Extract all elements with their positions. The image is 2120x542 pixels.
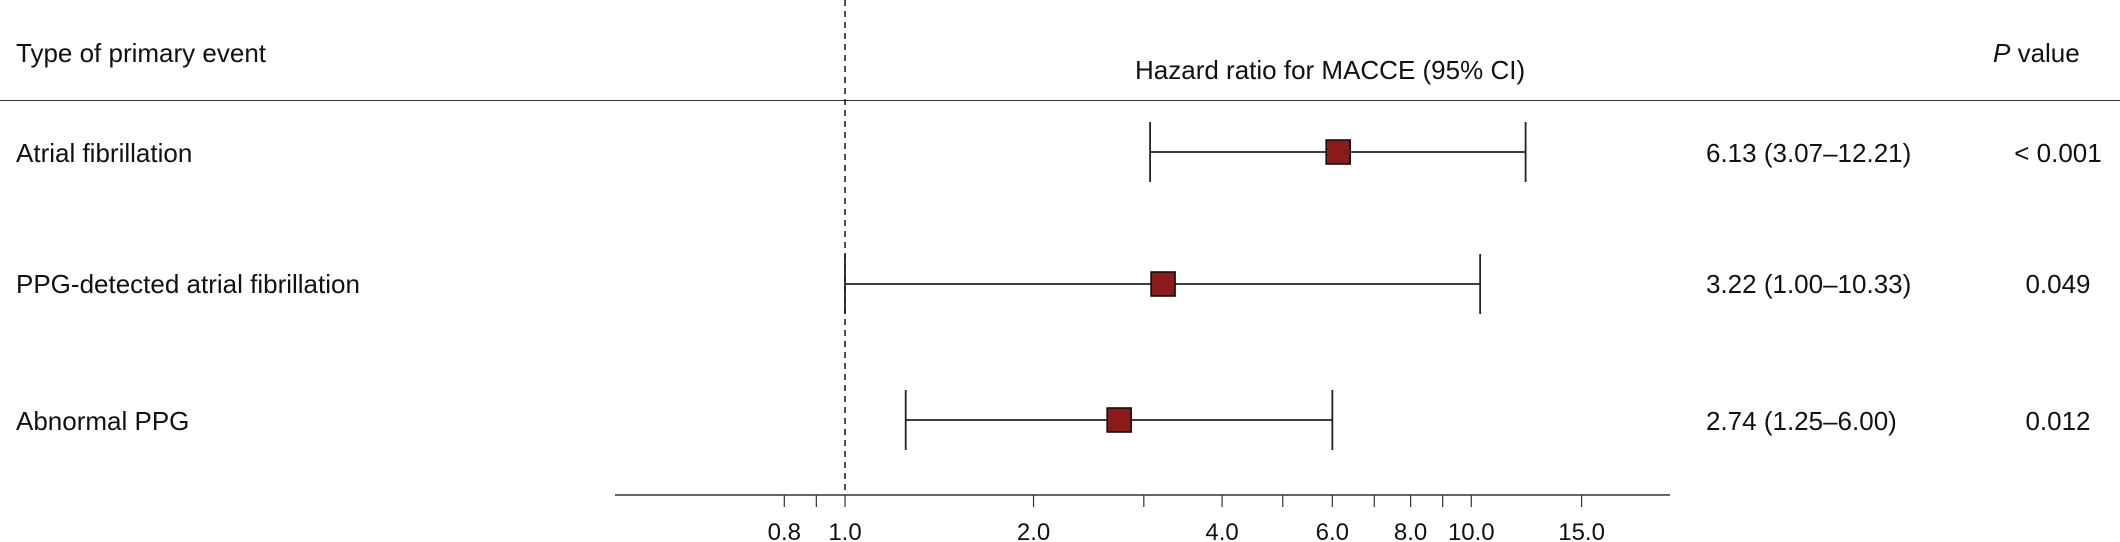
- row-label-ppg-detected-atrial-fibrillation: PPG-detected atrial fibrillation: [16, 269, 360, 299]
- row-label-atrial-fibrillation: Atrial fibrillation: [16, 138, 193, 168]
- hr-marker-abnormal-ppg: [1106, 407, 1132, 433]
- x-tick-label-6.0: 6.0: [1316, 519, 1349, 542]
- x-tick-label-0.8: 0.8: [768, 519, 801, 542]
- x-tick-label-10.0: 10.0: [1448, 519, 1495, 542]
- hr-text-atrial-fibrillation: 6.13 (3.07–12.21): [1706, 138, 1912, 168]
- x-tick-label-8.0: 8.0: [1394, 519, 1427, 542]
- hr-text-abnormal-ppg: 2.74 (1.25–6.00): [1706, 406, 1897, 436]
- hr-text-ppg-detected-atrial-fibrillation: 3.22 (1.00–10.33): [1706, 269, 1912, 299]
- p-italic: P: [1993, 38, 2011, 68]
- x-tick-label-15.0: 15.0: [1558, 519, 1605, 542]
- event-column-header: Type of primary event: [16, 38, 266, 68]
- p-value-abnormal-ppg: 0.012: [2025, 406, 2091, 436]
- p-value-column-header: P value: [1993, 38, 2080, 69]
- p-value-atrial-fibrillation: < 0.001: [2014, 138, 2102, 168]
- x-tick-label-4.0: 4.0: [1205, 519, 1238, 542]
- x-tick-label-1.0: 1.0: [828, 519, 861, 542]
- header-rule: [0, 100, 2120, 101]
- p-value-ppg-detected-atrial-fibrillation: 0.049: [2025, 269, 2091, 299]
- chart-title: Hazard ratio for MACCE (95% CI): [1135, 55, 1526, 85]
- hr-marker-atrial-fibrillation: [1325, 139, 1351, 165]
- hr-marker-ppg-detected-atrial-fibrillation: [1150, 271, 1176, 297]
- x-tick-label-2.0: 2.0: [1017, 519, 1050, 542]
- row-label-abnormal-ppg: Abnormal PPG: [16, 406, 190, 436]
- p-rest: value: [2010, 38, 2080, 68]
